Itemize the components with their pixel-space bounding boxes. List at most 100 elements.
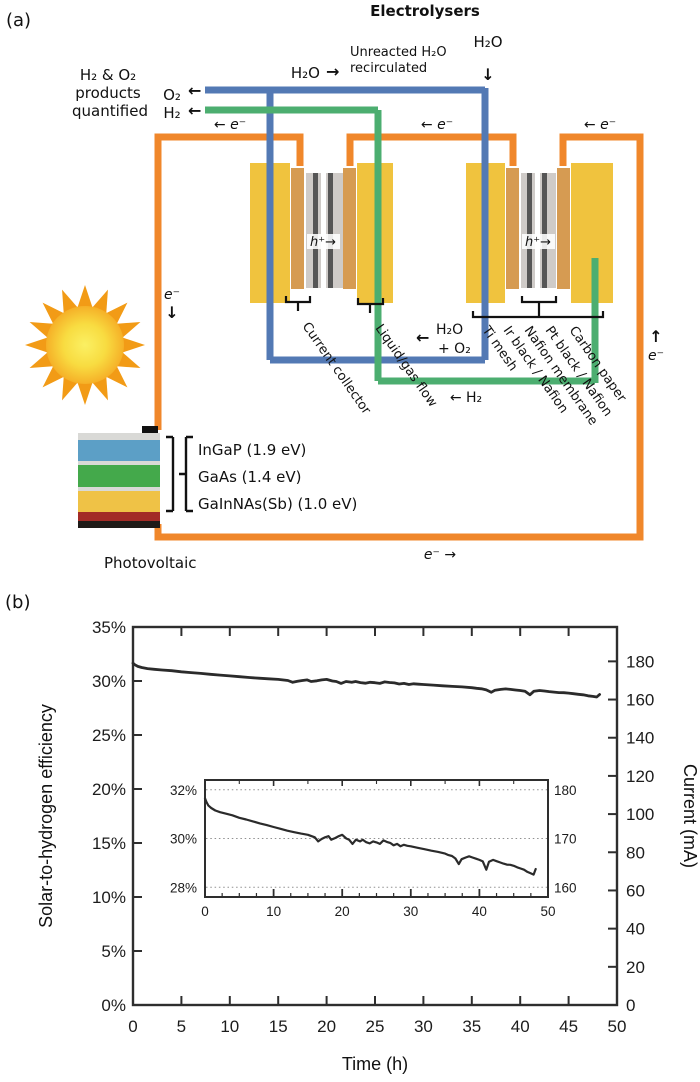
- y-tick-label-left: 20%: [92, 780, 126, 799]
- electron-wire-left: e⁻: [164, 287, 180, 303]
- y-axis-label-right: Current (mA): [680, 764, 700, 868]
- pv-brace: [166, 435, 193, 513]
- x-tick-label: 15: [269, 1017, 288, 1036]
- right-arrow-icon: →: [326, 62, 339, 81]
- pv-tunnel-layer: [78, 487, 160, 491]
- y-tick-label-left: 35%: [92, 618, 126, 637]
- inset-x-tick-label: 40: [472, 904, 487, 919]
- inset-y-label-right: 170: [554, 832, 577, 847]
- up-arrow-icon: ↑: [649, 327, 662, 346]
- panel-b-label: (b): [5, 592, 30, 613]
- water-return-label-2: + O₂: [438, 341, 471, 357]
- pv-layer-label-gaas: GaAs (1.4 eV): [198, 468, 301, 486]
- pv-back-layer: [78, 512, 160, 521]
- inset-efficiency-curve: [203, 797, 537, 876]
- down-arrow-icon: ↓: [165, 303, 178, 322]
- inset-y-label-left: 28%: [170, 880, 197, 895]
- figure-panel-b: (b) Solar-to-hydrogen efficiency Current…: [5, 592, 700, 1074]
- y-tick-label-right: 140: [626, 729, 654, 748]
- cell1-hplus-box: [307, 234, 340, 249]
- cell2-left-flow-plate: [506, 168, 519, 289]
- cell1-mea-stripe: [313, 173, 318, 288]
- inset-x-tick-label: 10: [266, 904, 281, 919]
- sun-icon: [25, 285, 145, 405]
- y-tick-label-left: 15%: [92, 834, 126, 853]
- x-axis-label: Time (h): [342, 1054, 408, 1074]
- panel-a-label: (a): [6, 10, 31, 31]
- h2o-feed-label: H₂O: [473, 33, 502, 51]
- left-arrow-icon: ←: [416, 328, 429, 347]
- x-tick-label: 45: [559, 1017, 578, 1036]
- water-return-label-1: H₂O: [436, 322, 463, 338]
- x-tick-label: 30: [414, 1017, 433, 1036]
- pv-layer-label-ingap: InGaP (1.9 eV): [198, 441, 306, 459]
- y-tick-label-left: 0%: [101, 996, 126, 1015]
- inset-frame: [204, 779, 549, 898]
- x-tick-label: 25: [366, 1017, 385, 1036]
- y-tick-label-right: 160: [626, 691, 654, 710]
- cell2-inner-bracket: [520, 296, 558, 311]
- photovoltaic-label: Photovoltaic: [104, 554, 197, 572]
- y-tick-label-right: 100: [626, 805, 654, 824]
- x-tick-label: 5: [177, 1017, 186, 1036]
- h2-out-label: H₂: [163, 104, 180, 122]
- x-tick-label: 35: [462, 1017, 481, 1036]
- h2o-in-label: H₂O: [291, 64, 320, 82]
- pv-gaas-layer: [78, 465, 160, 487]
- cell2-mea-stripe: [527, 173, 532, 288]
- efficiency-curve: [131, 661, 601, 699]
- inset-y-label-right: 180: [554, 783, 577, 798]
- left-arrow-icon: ←: [188, 101, 201, 120]
- y-tick-label-right: 120: [626, 767, 654, 786]
- pv-top-contact: [142, 426, 158, 434]
- x-tick-label: 10: [220, 1017, 239, 1036]
- products-label-1: H₂ & O₂: [80, 66, 136, 84]
- y-tick-label-left: 25%: [92, 726, 126, 745]
- y-tick-label-right: 180: [626, 652, 654, 671]
- o2-out-label: O₂: [163, 86, 181, 104]
- inset-y-label-right: 160: [554, 880, 577, 895]
- y-tick-label-right: 20: [626, 958, 645, 977]
- cell2-outer-bracket: [471, 311, 605, 319]
- electron-flow-mid: ← e⁻: [421, 117, 453, 133]
- electron-flow-left: ← e⁻: [214, 117, 246, 133]
- cell1-left-flow-plate: [291, 168, 304, 289]
- unreacted-label-1: Unreacted H₂O: [350, 45, 447, 60]
- cell1-right-bracket: [356, 298, 385, 313]
- wire-cell1-to-cell2: [346, 133, 517, 166]
- y-tick-label-left: 5%: [101, 942, 126, 961]
- x-tick-label: 40: [511, 1017, 530, 1036]
- inset-x-tick-label: 50: [540, 904, 555, 919]
- y-tick-label-right: 40: [626, 920, 645, 939]
- x-tick-label: 20: [317, 1017, 336, 1036]
- inset-x-tick-label: 20: [335, 904, 350, 919]
- pv-tunnel-layer: [78, 461, 160, 465]
- cell2-hplus-box: [522, 234, 555, 249]
- products-label-2: products: [75, 84, 141, 102]
- inset-plot: 32% 180 30% 170 28% 160 0 10 20 30 40 50: [170, 779, 577, 919]
- x-tick-label: 50: [608, 1017, 627, 1036]
- cell1-right-flow-plate: [343, 168, 356, 289]
- cell2-right-flow-plate: [557, 168, 570, 289]
- cell2-hplus-label: h⁺→: [525, 235, 551, 250]
- cell1-left-bracket: [284, 296, 312, 311]
- panel-a-title: Electrolysers: [370, 2, 480, 20]
- inset-y-label-left: 30%: [170, 832, 197, 847]
- inset-x-tick-label: 0: [201, 904, 209, 919]
- current-collector-label: Current collector: [299, 320, 374, 418]
- wire-pv-to-cell1: [154, 133, 304, 430]
- electron-flow-right: ← e⁻: [584, 117, 616, 133]
- pv-gainnas-layer: [78, 491, 160, 512]
- cell1-hplus-label: h⁺→: [310, 235, 336, 250]
- y-axis-label-left: Solar-to-hydrogen efficiency: [36, 704, 56, 928]
- cell1-mea-stripe: [328, 173, 333, 288]
- unreacted-label-2: recirculated: [350, 61, 427, 76]
- electron-flow-bottom: e⁻ →: [424, 547, 456, 563]
- pv-window-layer: [78, 433, 160, 440]
- liquid-gas-flow-label: Liquid/gas flow: [372, 322, 440, 411]
- y-tick-label-right: 0: [626, 996, 635, 1015]
- products-label-3: quantified: [72, 102, 148, 120]
- pv-ingap-layer: [78, 440, 160, 461]
- y-tick-label-right: 80: [626, 843, 645, 862]
- cell1-membrane-gap: [321, 173, 326, 288]
